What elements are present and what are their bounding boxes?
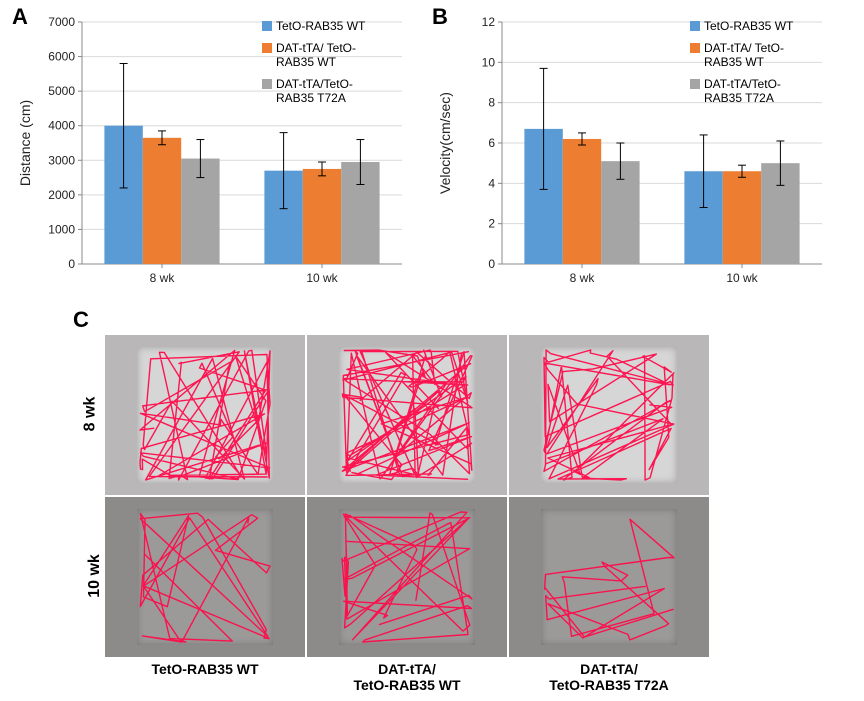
svg-text:2: 2	[488, 217, 495, 231]
svg-text:4000: 4000	[48, 119, 75, 133]
legend-a-1: DAT-tTA/ TetO-RAB35 WT	[276, 41, 386, 69]
row-label-1: 10 wk	[86, 554, 104, 598]
col-label-2: DAT-tTA/TetO-RAB35 T72A	[509, 661, 709, 693]
legend-b-2: DAT-tTA/TetO-RAB35 T72A	[704, 77, 814, 105]
legend-a-2: DAT-tTA/TetO-RAB35 T72A	[276, 77, 386, 105]
legend-b-0: TetO-RAB35 WT	[704, 19, 793, 33]
panel-b: B 0 2 4 6 8 10 12 Velocity(cm/sec) 8 wk 10 wk Tet…	[432, 4, 852, 314]
svg-text:Velocity(cm/sec): Velocity(cm/sec)	[437, 92, 453, 194]
svg-text:8 wk: 8 wk	[570, 271, 596, 285]
svg-text:0: 0	[488, 257, 495, 271]
row-label-0: 8 wk	[81, 397, 99, 432]
panel-c: C 8 wk 10 wk TetO-RAB35 WT DAT-tTA/TetO-…	[105, 335, 709, 693]
svg-text:5000: 5000	[48, 84, 75, 98]
svg-text:4: 4	[488, 176, 495, 190]
svg-text:12: 12	[482, 15, 496, 29]
svg-text:0: 0	[68, 257, 75, 271]
track-cell-0-0	[105, 335, 305, 495]
svg-text:10: 10	[482, 55, 496, 69]
legend-a-0: TetO-RAB35 WT	[276, 19, 365, 33]
track-cell-1-1	[307, 497, 507, 657]
panel-c-label: C	[73, 307, 89, 333]
svg-text:10 wk: 10 wk	[306, 271, 338, 285]
col-labels: TetO-RAB35 WT DAT-tTA/TetO-RAB35 WT DAT-…	[105, 661, 709, 693]
track-cell-1-2	[509, 497, 709, 657]
svg-text:8: 8	[488, 96, 495, 110]
svg-text:6: 6	[488, 136, 495, 150]
col-label-1: DAT-tTA/TetO-RAB35 WT	[307, 661, 507, 693]
svg-text:7000: 7000	[48, 15, 75, 29]
svg-text:6000: 6000	[48, 50, 75, 64]
panel-b-label: B	[432, 4, 448, 30]
track-cell-1-0	[105, 497, 305, 657]
track-grid	[105, 335, 709, 657]
chart-a-legend: TetO-RAB35 WT DAT-tTA/ TetO-RAB35 WT DAT…	[262, 19, 386, 113]
svg-text:3000: 3000	[48, 153, 75, 167]
svg-text:8 wk: 8 wk	[150, 271, 176, 285]
panel-a-label: A	[12, 4, 28, 30]
chart-b-legend: TetO-RAB35 WT DAT-tTA/ TetO-RAB35 WT DAT…	[690, 19, 814, 113]
track-cell-0-2	[509, 335, 709, 495]
svg-text:2000: 2000	[48, 188, 75, 202]
track-cell-0-1	[307, 335, 507, 495]
panel-a: A 0 1000 2000 3000 4000 5000 6000 7000 Distance …	[12, 4, 432, 314]
col-label-0: TetO-RAB35 WT	[105, 661, 305, 693]
svg-text:10 wk: 10 wk	[726, 271, 758, 285]
svg-text:1000: 1000	[48, 222, 75, 236]
svg-text:Distance (cm): Distance (cm)	[17, 100, 33, 186]
legend-b-1: DAT-tTA/ TetO-RAB35 WT	[704, 41, 814, 69]
